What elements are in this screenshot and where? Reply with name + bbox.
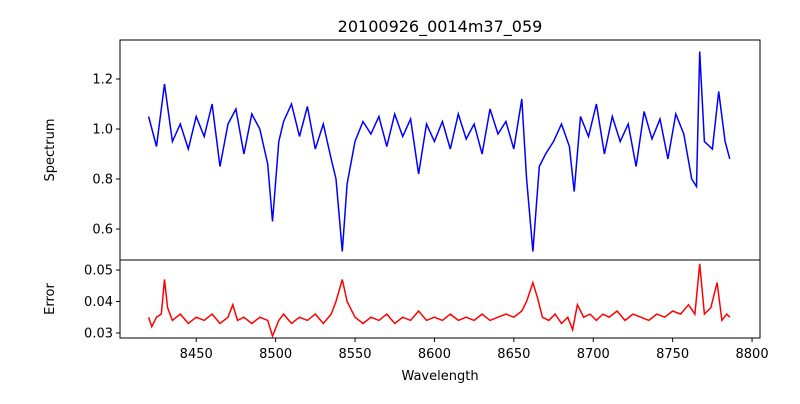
x-tick-label: 8450 xyxy=(180,347,213,362)
y-tick-label: 0.8 xyxy=(92,173,113,188)
x-tick-label: 8700 xyxy=(577,347,610,362)
axes-frame-1 xyxy=(119,259,761,339)
x-tick-label: 8750 xyxy=(656,347,689,362)
y-tick-label: 0.03 xyxy=(84,326,113,341)
x-axis-label: Wavelength xyxy=(401,369,478,384)
y-tick-label: 0.04 xyxy=(84,295,113,310)
x-tick-label: 8650 xyxy=(497,347,530,362)
x-tick-label: 8500 xyxy=(259,347,292,362)
x-tick-label: 8600 xyxy=(418,347,451,362)
y-tick-label: 1.2 xyxy=(92,73,113,88)
axes-frame-0 xyxy=(119,39,761,261)
chart-title: 20100926_0014m37_059 xyxy=(338,17,543,37)
x-tick-label: 8800 xyxy=(736,347,769,362)
y-axis-label-spectrum: Spectrum xyxy=(43,119,58,182)
spectrum-line xyxy=(147,51,731,252)
x-tick-label: 8550 xyxy=(338,347,371,362)
y-axis-label-error: Error xyxy=(43,283,58,315)
y-tick-label: 1.0 xyxy=(92,123,113,138)
error-line xyxy=(147,263,731,339)
y-tick-label: 0.05 xyxy=(84,264,113,279)
y-tick-label: 0.6 xyxy=(92,223,113,238)
